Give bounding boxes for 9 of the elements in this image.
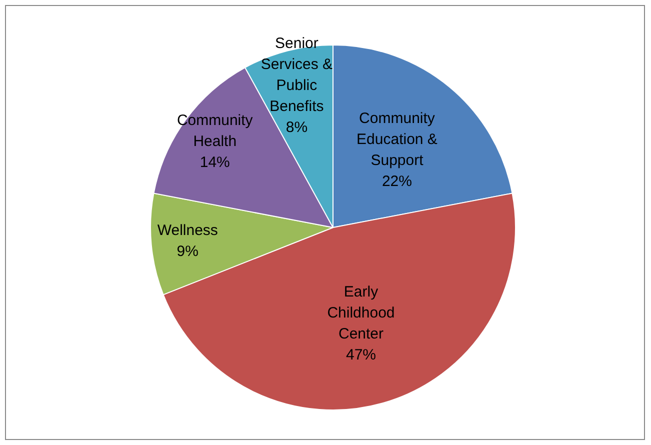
slice-label: Early Childhood Center: [327, 284, 395, 343]
data-label: 14%: [200, 154, 230, 171]
data-label: 9%: [176, 242, 198, 260]
slice-label: Community Education & Support: [356, 110, 438, 169]
slice-label: Senior Services & Public Benefits: [260, 35, 333, 116]
slice-label: Wellness: [157, 222, 218, 239]
data-label: 8%: [286, 119, 308, 136]
data-label: 47%: [346, 346, 376, 364]
data-label: 22%: [382, 172, 412, 190]
